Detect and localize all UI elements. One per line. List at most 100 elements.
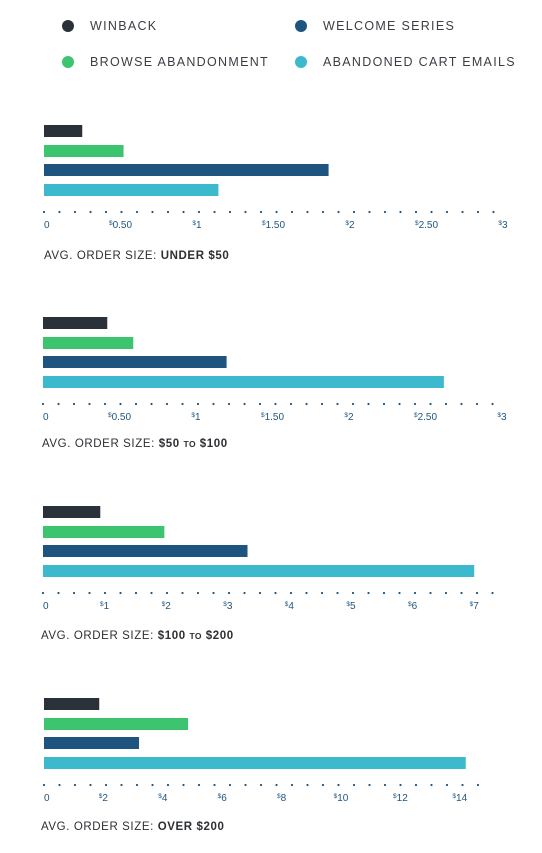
axis-dot (306, 783, 309, 787)
x-tick-label: 0 (44, 793, 50, 804)
legend-item-winback: WINBACK (62, 19, 157, 33)
caption-range-end: $100 (199, 438, 228, 450)
axis-dot (134, 591, 138, 595)
axis-dot (368, 783, 371, 787)
bar-winback (43, 317, 108, 329)
chart-50-to-100: 0 $0.50 $1 $1.50 $2 $2.50 $3 (0, 316, 542, 426)
x-axis-dotted-line (41, 402, 494, 406)
caption-range-start: $100 (157, 630, 186, 642)
axis-dot (259, 210, 263, 214)
axis-dot (290, 783, 294, 787)
axis-dot (244, 783, 247, 787)
x-axis-dotted-line (42, 210, 495, 214)
x-tick-label: $0.50 (109, 220, 133, 231)
chart-under-50-plot: 0 $0.50 $1 $1.50 $2 $2.50 $3 (42, 125, 508, 231)
axis-dot (461, 210, 464, 214)
legend-item-browse-abandonment: BROWSE ABANDONMENT (62, 55, 269, 69)
axis-dot (321, 783, 325, 787)
axis-dot (398, 591, 401, 595)
axis-dot (197, 783, 201, 787)
axis-dot (367, 591, 370, 595)
axis-dot (336, 402, 339, 406)
axis-dot (120, 783, 123, 787)
axis-dot (213, 783, 216, 787)
axis-dot (413, 591, 417, 595)
axis-dot (103, 402, 107, 406)
axis-dot (476, 210, 480, 214)
axis-dot (243, 591, 246, 595)
caption-to: TO (189, 631, 202, 641)
legend-label-browse-abandonment: BROWSE ABANDONMENT (90, 55, 269, 69)
bar-browse-abandonment (44, 718, 189, 730)
axis-dot (491, 591, 494, 595)
axis-dot (274, 402, 277, 406)
caption-range-end: $200 (205, 630, 234, 642)
axis-dot (150, 591, 153, 595)
caption-prefix: AVG. ORDER SIZE: (44, 250, 157, 262)
axis-dot (259, 783, 263, 787)
axis-dot (336, 591, 339, 595)
legend-dot-browse-abandonment (62, 56, 74, 68)
axis-dot (320, 402, 324, 406)
axis-dot (382, 591, 386, 595)
axis-dot (305, 591, 308, 595)
axis-dot (196, 402, 200, 406)
legend-dot-welcome-series (295, 20, 307, 32)
axis-dot (57, 591, 60, 595)
caption-to: TO (183, 439, 196, 449)
axis-dot (213, 210, 216, 214)
x-tick-label: $12 (393, 793, 408, 804)
axis-dot (430, 210, 433, 214)
x-tick-label: $1.50 (262, 220, 286, 231)
axis-dot (305, 402, 308, 406)
chart-50-to-100-caption: AVG. ORDER SIZE: $50 TO $100 (42, 438, 228, 450)
axis-dot (258, 402, 262, 406)
axis-dot (289, 402, 293, 406)
x-tick-label: $3 (497, 412, 507, 423)
x-tick-label: $2.50 (414, 412, 438, 423)
axis-dot (120, 210, 123, 214)
x-tick-label: $3 (498, 220, 508, 231)
caption-range-start: $50 (158, 438, 180, 450)
axis-dot (320, 591, 324, 595)
axis-dot (275, 210, 278, 214)
axis-dot (73, 210, 77, 214)
axis-dot (383, 783, 387, 787)
axis-dot (445, 210, 449, 214)
x-tick-label: 0 (43, 412, 49, 423)
chart-50-to-100-plot: 0 $0.50 $1 $1.50 $2 $2.50 $3 (41, 317, 507, 423)
axis-dot (337, 783, 340, 787)
legend-item-abandoned-cart-emails: ABANDONED CART EMAILS (295, 55, 516, 69)
axis-dot (430, 783, 433, 787)
legend-dot-winback (62, 20, 74, 32)
axis-dot (151, 210, 154, 214)
bar-browse-abandonment (43, 337, 134, 349)
chart-100-to-200: 0 $1 $2 $3 $4 $5 $6 $7 (0, 505, 542, 615)
chart-over-200-caption: AVG. ORDER SIZE: OVER $200 (41, 821, 224, 833)
axis-dot (445, 783, 449, 787)
axis-dot (182, 783, 185, 787)
axis-dot (150, 402, 153, 406)
bar-welcome-series (43, 356, 227, 368)
axis-dot (135, 210, 139, 214)
axis-dot (398, 402, 401, 406)
chart-legend: WINBACK WELCOME SERIES BROWSE ABANDONMEN… (0, 0, 542, 90)
axis-dot (58, 783, 61, 787)
bar-abandoned-cart-emails (44, 757, 466, 769)
axis-dot (429, 402, 432, 406)
x-tick-label: $8 (277, 793, 287, 804)
x-tick-label: $2.50 (415, 220, 439, 231)
legend-label-winback: WINBACK (90, 19, 158, 33)
axis-dot (72, 591, 76, 595)
axis-dot (119, 402, 122, 406)
axis-dot (352, 783, 356, 787)
axis-dot (368, 210, 371, 214)
axis-dot (383, 210, 387, 214)
x-axis-dotted-line (42, 783, 480, 787)
axis-dot (321, 210, 325, 214)
axis-dot (274, 591, 277, 595)
x-tick-label: $1.50 (261, 412, 285, 423)
axis-dot (444, 591, 448, 595)
axis-dot (227, 591, 231, 595)
axis-dot (244, 210, 247, 214)
